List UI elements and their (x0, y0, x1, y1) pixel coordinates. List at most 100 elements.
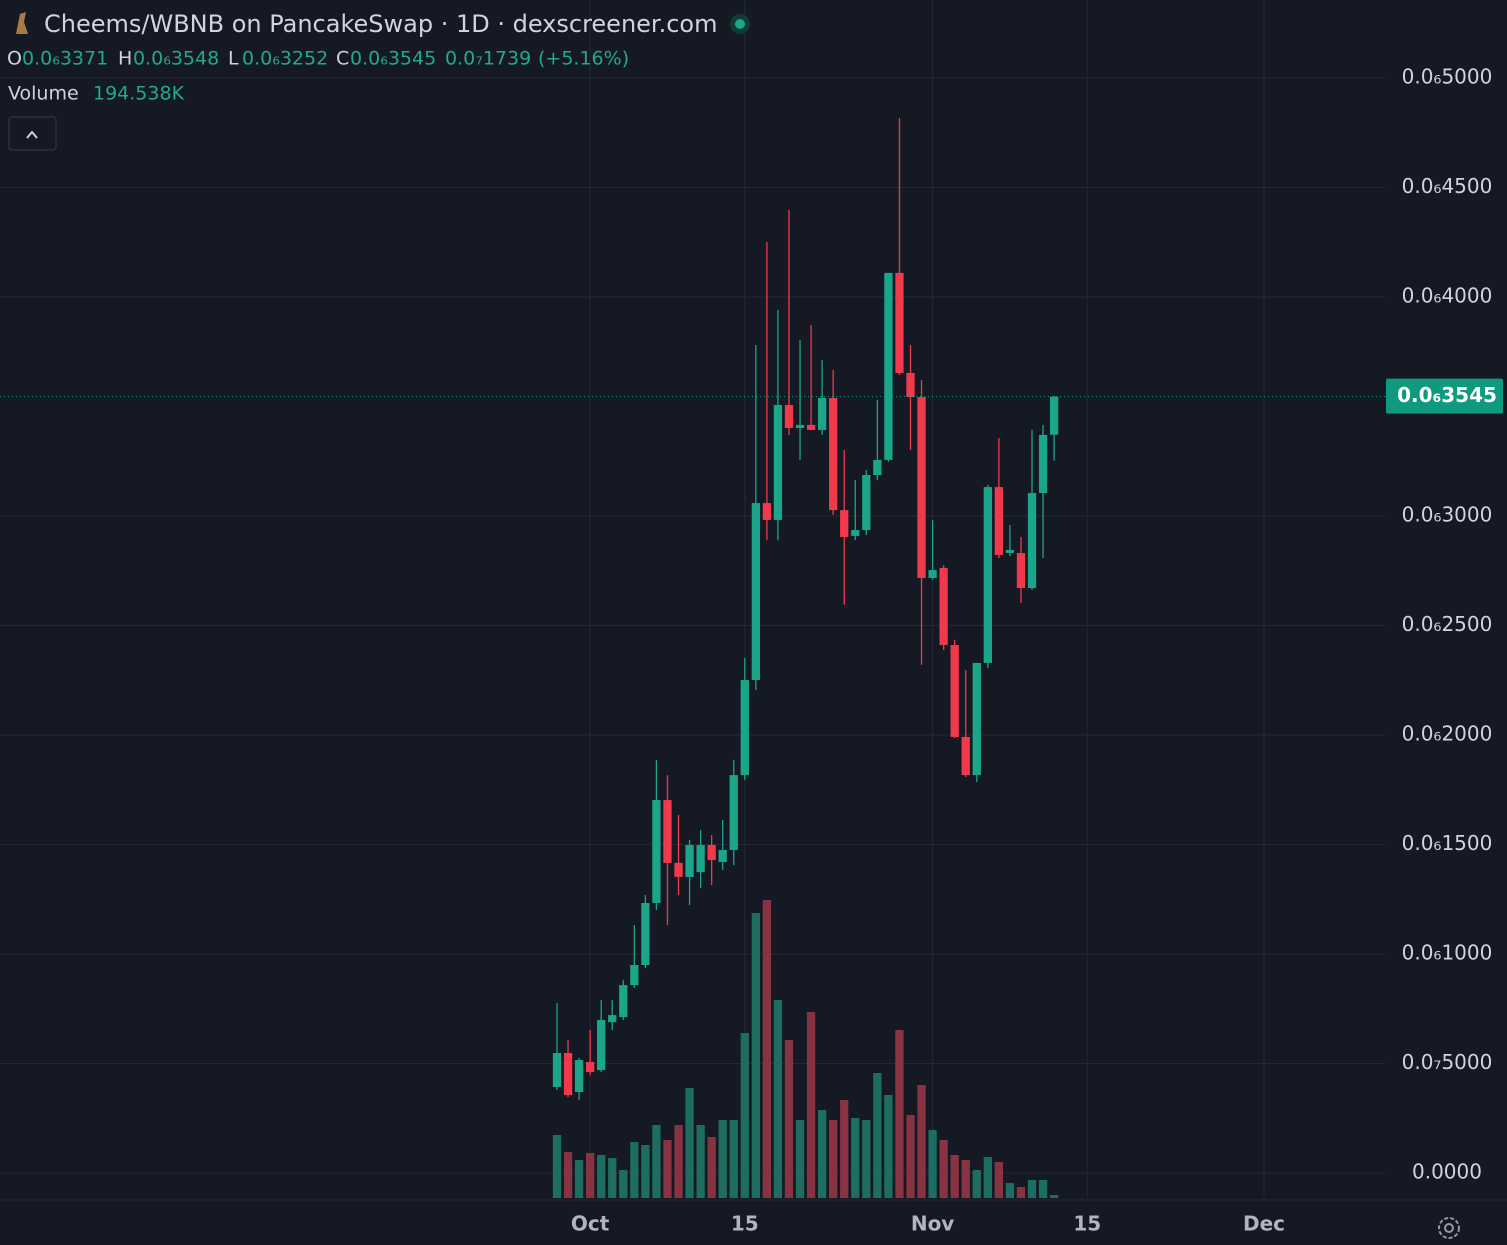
volume-bar (806, 1012, 816, 1198)
candle-body (806, 424, 816, 430)
volume-bar (1016, 1187, 1026, 1198)
chart-title: Cheems/WBNB on PancakeSwap · 1D · dexscr… (44, 10, 717, 38)
candle-body (994, 487, 1004, 555)
volume-bar (707, 1137, 716, 1198)
y-tick-label: 0.0₆4000 (1402, 283, 1493, 307)
ohlc-value: 0.0₆3548 (133, 48, 219, 70)
ohlc-value: 0.0₆3371 (22, 48, 108, 70)
candle-body (795, 424, 805, 428)
collapse-button[interactable] (8, 116, 57, 151)
candle-body (1027, 492, 1037, 589)
volume-bar (585, 1153, 595, 1198)
settings-gear[interactable] (1438, 1217, 1460, 1239)
candle-body (784, 404, 794, 428)
volume-bar (994, 1162, 1004, 1198)
ohlc-value: 0.0₆3252 (242, 48, 328, 70)
volume-bar (552, 1135, 562, 1198)
volume-bar (906, 1115, 915, 1198)
volume-bar (961, 1160, 970, 1198)
volume-bar (597, 1155, 606, 1198)
candle-body (961, 736, 970, 776)
volume-bar (1027, 1180, 1037, 1198)
candle-body (884, 272, 893, 460)
y-tick-label: 0.0₆4500 (1402, 174, 1493, 198)
candle-body (939, 567, 948, 645)
candle-body (563, 1053, 573, 1096)
volume-bar (663, 1140, 672, 1198)
candle-body (663, 800, 672, 863)
x-tick-label: Dec (1243, 1212, 1285, 1236)
volume-bar (795, 1120, 805, 1198)
volume-bar (895, 1030, 904, 1198)
candles (552, 118, 1059, 1101)
candle-body (851, 530, 860, 536)
volume-bar (674, 1125, 683, 1198)
live-indicator (735, 19, 745, 29)
candle-body (652, 800, 661, 903)
candle-body (1049, 396, 1059, 435)
volume-bar (928, 1130, 937, 1198)
settings-button[interactable] (1438, 1217, 1460, 1239)
y-tick-label: 0.0₆2000 (1402, 722, 1493, 746)
candle-body (641, 902, 650, 965)
volume-bar (751, 913, 760, 1198)
y-tick-label: 0.0₆1000 (1402, 941, 1493, 965)
x-tick-label: Nov (911, 1212, 955, 1236)
volume-bar (1005, 1183, 1015, 1198)
volume-bar (939, 1140, 948, 1198)
overlay: 0.0000 0.0₇5000 0.0₆1000 0.0₆1500 0.0₆2000 0.… (0, 64, 1503, 1236)
volume-bar (574, 1160, 584, 1198)
candle-body (817, 397, 827, 430)
candle-body (552, 1053, 562, 1087)
ohlc-key: O (7, 48, 22, 70)
candle-body (906, 372, 915, 398)
token-logo (16, 12, 28, 34)
y-tick-label: 0.0₆1500 (1402, 831, 1493, 855)
grid (0, 0, 1507, 1201)
volume-bar (685, 1088, 694, 1198)
volume-label: Volume (8, 83, 79, 105)
settings-gear-center[interactable] (1444, 1223, 1454, 1233)
candle-body (873, 459, 882, 476)
candle-body (840, 510, 849, 538)
candle-body (696, 844, 705, 873)
candle-body (773, 404, 783, 520)
volume-bar (696, 1125, 705, 1198)
candle-body (707, 844, 716, 861)
volume-bar (784, 1040, 794, 1198)
x-tick-label: Oct (571, 1212, 610, 1236)
volume-bar (983, 1157, 992, 1198)
candle-body (597, 1019, 606, 1071)
volume-value: 194.538K (93, 83, 185, 105)
change: 0.0₇1739 (445, 48, 531, 70)
ohlc-value: 0.0₆3545 (350, 48, 436, 70)
volume-bar (608, 1158, 617, 1198)
change-pct: (+5.16%) (538, 48, 629, 70)
volume-bar (729, 1120, 738, 1198)
volume-bar (817, 1110, 827, 1198)
volume-bar (884, 1095, 893, 1198)
collapse-icon[interactable] (26, 130, 38, 139)
volume-bar (851, 1118, 860, 1198)
candle-body (729, 775, 738, 850)
volume-bar (652, 1125, 661, 1198)
candle-body (862, 475, 871, 531)
last-price-label: 0.0₆3545 (1397, 383, 1497, 407)
candle-body (718, 849, 727, 863)
candle-body (674, 862, 683, 877)
candle-body (740, 680, 749, 776)
x-tick-label: 15 (1073, 1212, 1101, 1236)
volume-bar (972, 1170, 981, 1198)
y-tick-label: 0.0₇5000 (1402, 1050, 1493, 1074)
volume-bar (862, 1120, 871, 1198)
y-tick-label: 0.0000 (1412, 1160, 1482, 1184)
candle-body (585, 1061, 595, 1073)
candle-body (685, 844, 694, 877)
y-tick-label: 0.0₆3000 (1402, 502, 1493, 526)
volume-bar (563, 1152, 573, 1198)
volume-bar (840, 1100, 849, 1198)
volume-bar (740, 1033, 749, 1198)
volume-bar (1049, 1195, 1059, 1198)
y-tick-label: 0.0₆5000 (1402, 64, 1493, 88)
